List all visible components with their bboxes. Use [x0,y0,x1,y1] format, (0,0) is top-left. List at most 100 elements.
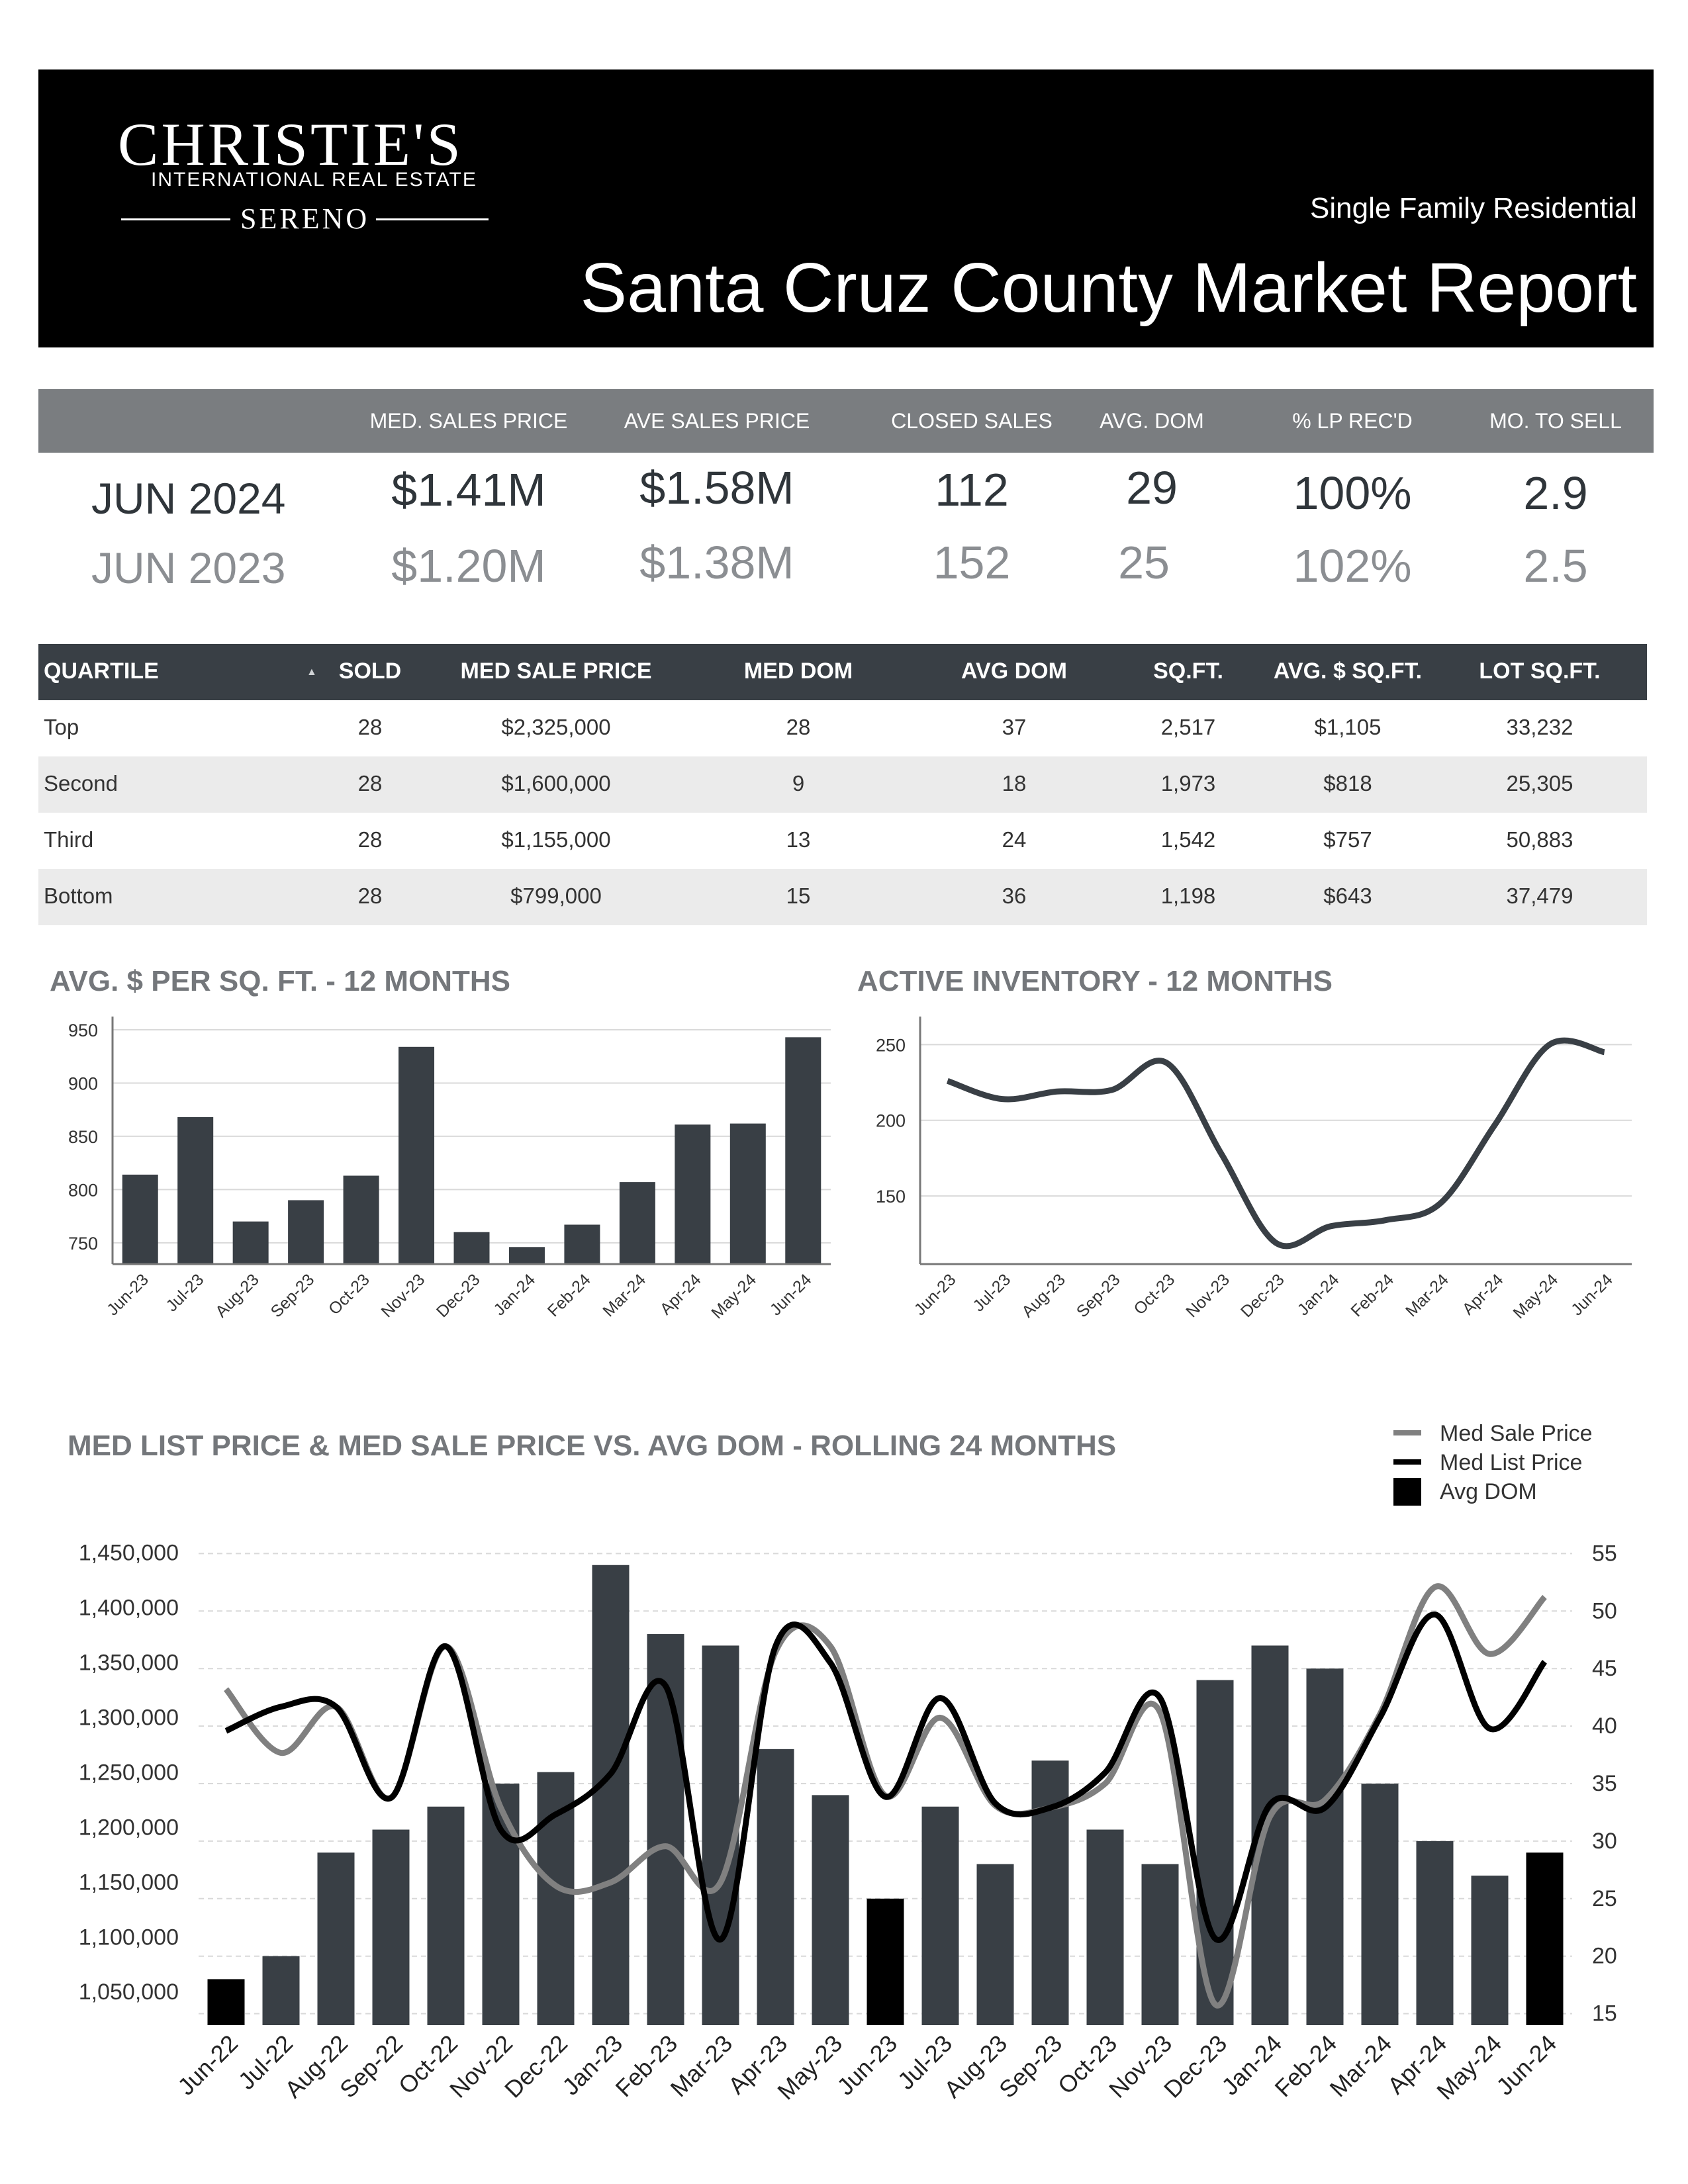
table-cell: 2,517 [1160,715,1216,739]
x-tick-label: Aug-23 [1018,1270,1069,1321]
table-cell: 28 [786,715,811,739]
dom-bar [262,1956,300,2025]
active-inventory-chart: 150 200 250 Jun-23 Jul-23 Aug-23 Sep-23 Oct-23 N… [876,1017,1632,1322]
bar [122,1174,158,1264]
chart-title-price-per-sqft: AVG. $ PER SQ. FT. - 12 MONTHS [50,965,510,997]
report-subtitle: Single Family Residential [1310,192,1637,224]
sort-ascending-icon[interactable]: ▲ [306,666,317,678]
table-cell: $1,105 [1314,715,1382,739]
logo-divider-left [121,218,230,220]
table-cell: 25,305 [1506,771,1573,796]
summary-previous-value: 102% [1293,540,1412,592]
table-row: Second 28 $1,600,000 9 18 1,973 $818 25,… [38,756,1647,813]
summary-header: AVE SALES PRICE [624,409,810,433]
column-header-lot-sqft[interactable]: LOT SQ.FT. [1479,659,1601,684]
quartile-table: QUARTILE ▲ SOLD MED SALE PRICE MED DOM A… [38,644,1647,925]
x-tick-label: May-24 [708,1270,760,1322]
table-cell: $757 [1323,827,1372,852]
y-left-tick-label: 1,150,000 [79,1870,179,1895]
dom-bar [372,1829,410,2025]
brand-location: SERENO [240,203,370,235]
y-left-tick-label: 1,350,000 [79,1651,179,1676]
y-tick-label: 750 [68,1234,98,1253]
table-cell: $1,155,000 [501,827,611,852]
y-left-tick-label: 1,300,000 [79,1705,179,1730]
table-cell: $818 [1323,771,1372,796]
y-left-tick-label: 1,250,000 [79,1760,179,1785]
table-cell: $643 [1323,884,1372,908]
y-right-tick-label: 50 [1592,1598,1617,1623]
x-tick-label: Sep-23 [994,2030,1067,2103]
table-cell: $1,600,000 [501,771,611,796]
legend-label: Med Sale Price [1440,1421,1593,1446]
y-tick-label: 950 [68,1021,98,1040]
bar [232,1221,269,1264]
y-tick-label: 150 [876,1187,906,1206]
summary-previous-value: 2.5 [1523,540,1588,592]
x-tick-label: Jun-24 [767,1270,816,1319]
x-tick-label: Nov-23 [1182,1270,1233,1321]
quartile-table-header: QUARTILE ▲ SOLD MED SALE PRICE MED DOM A… [38,644,1647,700]
table-cell: Bottom [44,884,113,908]
summary-header: MO. TO SELL [1489,409,1622,433]
x-tick-label: May-24 [1509,1270,1562,1322]
x-tick-label: Aug-23 [212,1270,263,1321]
x-tick-label: Mar-24 [599,1270,649,1320]
bar [675,1124,711,1264]
dom-bar [1416,1841,1454,2025]
y-left-tick-label: 1,400,000 [79,1596,179,1621]
column-header-sold[interactable]: SOLD [338,659,402,684]
column-header-sqft[interactable]: SQ.FT. [1153,659,1223,684]
table-cell: $2,325,000 [501,715,611,739]
table-row: Third 28 $1,155,000 13 24 1,542 $757 50,… [38,813,1647,869]
y-left-tick-label: 1,100,000 [79,1925,179,1950]
x-tick-label: Jun-22 [172,2030,243,2101]
table-cell: Second [44,771,118,796]
dom-bar [1471,1876,1509,2025]
bar [177,1116,214,1264]
table-cell: 1,973 [1160,771,1216,796]
report-title: Santa Cruz County Market Report [580,249,1637,327]
dom-bar [757,1749,794,2025]
dom-bar [427,1806,465,2025]
dom-bar [921,1806,959,2025]
y-tick-label: 900 [68,1073,98,1093]
y-tick-label: 250 [876,1035,906,1055]
dom-bar [1306,1668,1344,2025]
bar [343,1175,379,1264]
column-header-avg-dom[interactable]: AVG DOM [961,659,1067,684]
chart-title-rolling-24: MED LIST PRICE & MED SALE PRICE VS. AVG … [68,1430,1117,1462]
rolling-24-month-chart: 1,050,000 1,100,000 1,150,000 1,200,000 1,25… [79,1421,1617,2105]
y-right-tick-label: 30 [1592,1829,1617,1854]
y-tick-label: 850 [68,1127,98,1147]
table-cell: $799,000 [510,884,602,908]
table-cell: 28 [357,884,383,908]
x-tick-label: Dec-22 [499,2030,573,2103]
bar [564,1224,600,1264]
summary-previous-value: 152 [933,537,1011,588]
x-tick-label: Jul-23 [162,1270,207,1315]
y-right-tick-label: 35 [1592,1771,1617,1796]
column-header-quartile[interactable]: QUARTILE [44,659,159,684]
column-header-med-sale-price[interactable]: MED SALE PRICE [460,659,652,684]
summary-current-label: JUN 2024 [91,474,286,523]
dom-bar [1526,1852,1564,2025]
table-cell: 36 [1002,884,1027,908]
column-header-avg-price-sqft[interactable]: AVG. $ SQ.FT. [1273,659,1423,684]
chart-title-active-inventory: ACTIVE INVENTORY - 12 MONTHS [857,965,1333,997]
x-tick-label: Jun-23 [831,2030,902,2101]
price-per-sqft-chart: 750 800 850 900 950 Jun-23 Jul-23 Aug-23 Sep-23 O… [68,1017,831,1322]
column-header-med-dom[interactable]: MED DOM [743,659,853,684]
legend-swatch-avg-dom [1393,1478,1421,1506]
x-tick-label: Dec-23 [1237,1270,1288,1321]
table-cell: 37,479 [1506,884,1573,908]
bar [619,1182,655,1264]
table-cell: 1,198 [1160,884,1216,908]
table-cell: 13 [786,827,811,852]
summary-header-bar: MED. SALES PRICE AVE SALES PRICE CLOSED … [38,389,1654,453]
table-cell: 33,232 [1506,715,1573,739]
x-tick-label: Mar-23 [665,2030,738,2103]
x-tick-label: Apr-24 [657,1270,705,1318]
brand-logo-sub: INTERNATIONAL REAL ESTATE [151,169,477,191]
bar [729,1123,766,1264]
